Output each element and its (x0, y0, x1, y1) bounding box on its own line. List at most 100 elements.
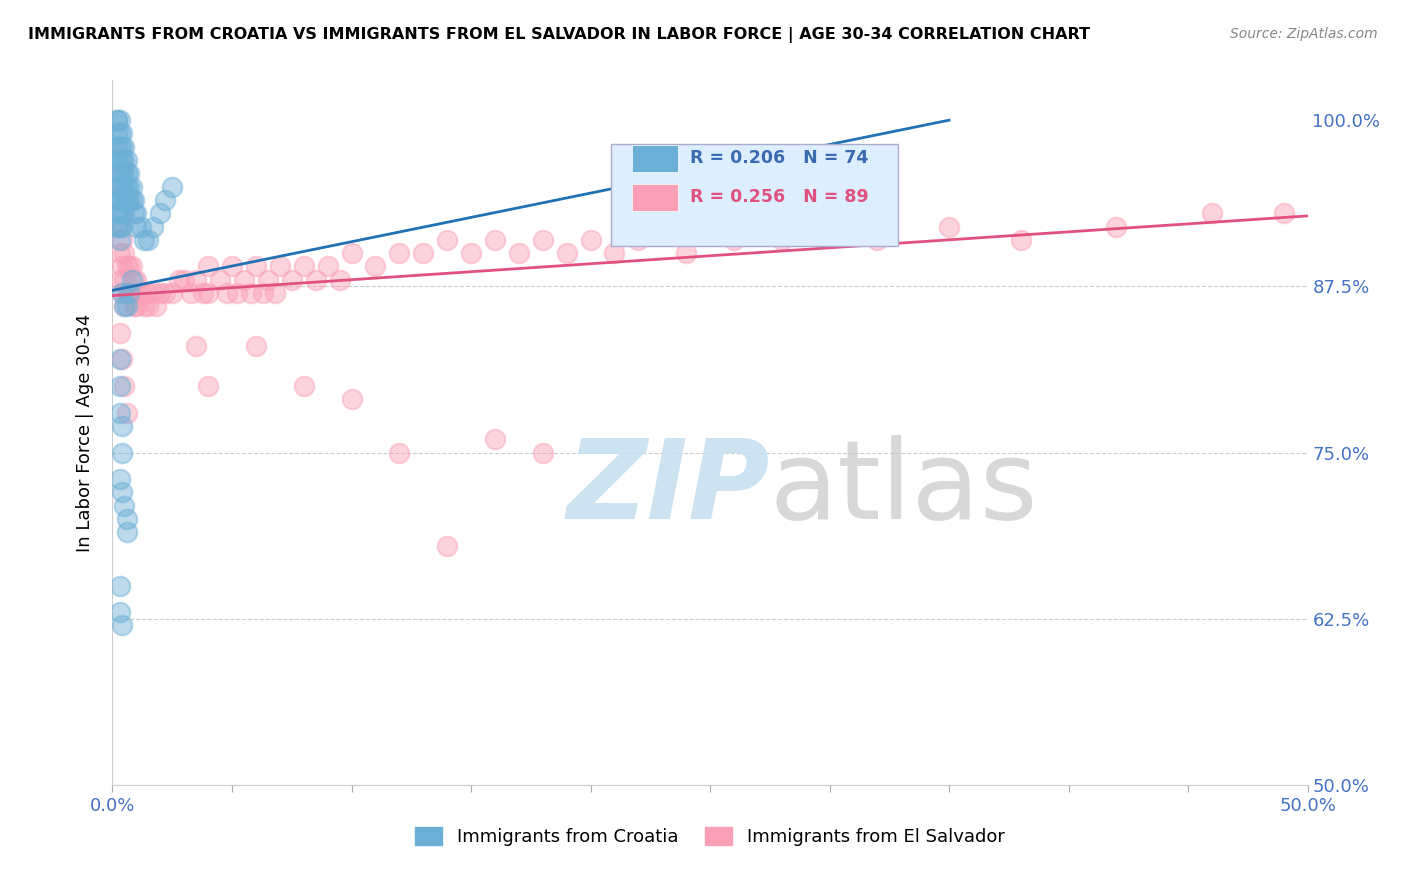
Point (108, 219, 131, 234)
Point (129, 285, 152, 300)
Point (108, 352, 131, 367)
Point (436, 539, 458, 553)
Point (118, 193, 141, 207)
Point (111, 206, 134, 220)
Point (111, 445, 134, 459)
Point (114, 299, 135, 313)
Point (118, 260, 141, 274)
Point (105, 179, 128, 194)
Point (115, 179, 138, 194)
Point (108, 179, 131, 194)
Point (388, 445, 411, 459)
Point (162, 179, 183, 194)
Point (169, 273, 191, 287)
Point (340, 246, 363, 260)
Point (121, 179, 143, 194)
Point (105, 166, 128, 180)
Point (269, 260, 291, 274)
Point (153, 285, 176, 300)
Point (122, 193, 145, 207)
Point (125, 206, 148, 220)
Point (579, 233, 602, 247)
Point (111, 260, 134, 274)
Point (108, 206, 131, 220)
Point (111, 618, 134, 632)
Point (121, 193, 143, 207)
Point (108, 153, 131, 167)
Point (388, 246, 411, 260)
Point (108, 472, 131, 486)
Point (114, 246, 135, 260)
Point (128, 285, 150, 300)
Point (149, 285, 172, 300)
Text: R = 0.256   N = 89: R = 0.256 N = 89 (690, 188, 869, 206)
Point (1201, 206, 1223, 220)
Point (111, 140, 134, 154)
Point (264, 285, 287, 300)
Point (329, 273, 352, 287)
Point (138, 299, 160, 313)
Point (114, 193, 135, 207)
Point (135, 285, 157, 300)
Point (436, 233, 458, 247)
Point (193, 285, 215, 300)
Point (118, 285, 141, 300)
Point (111, 419, 134, 434)
Point (1105, 219, 1128, 234)
Point (111, 193, 134, 207)
Point (257, 273, 280, 287)
Point (233, 273, 256, 287)
Point (603, 246, 626, 260)
Point (105, 127, 128, 141)
Point (770, 233, 793, 247)
Point (245, 339, 267, 353)
Point (938, 219, 960, 234)
Point (118, 179, 141, 194)
Point (508, 246, 530, 260)
Point (114, 206, 135, 220)
Point (142, 219, 165, 234)
Point (484, 233, 506, 247)
Point (217, 285, 239, 300)
Point (484, 432, 506, 446)
Point (111, 285, 134, 300)
Point (114, 140, 135, 154)
Point (108, 127, 131, 141)
Point (627, 233, 650, 247)
Point (114, 299, 135, 313)
Point (105, 140, 128, 154)
Point (105, 219, 128, 234)
Point (108, 246, 131, 260)
Point (108, 273, 131, 287)
Point (115, 166, 138, 180)
Point (197, 379, 219, 393)
Point (114, 179, 135, 194)
Point (114, 499, 135, 513)
Point (118, 285, 141, 300)
Point (723, 233, 745, 247)
Point (1272, 206, 1295, 220)
Text: R = 0.206   N = 74: R = 0.206 N = 74 (690, 149, 868, 167)
Point (114, 273, 135, 287)
Point (225, 285, 247, 300)
Point (114, 166, 135, 180)
Point (108, 219, 131, 234)
Point (460, 246, 482, 260)
Point (129, 219, 152, 234)
Point (305, 273, 328, 287)
Point (108, 326, 131, 340)
Point (122, 299, 145, 313)
Point (555, 246, 578, 260)
Point (111, 285, 134, 300)
Point (111, 166, 134, 180)
Point (121, 260, 143, 274)
Point (111, 179, 134, 194)
Point (108, 140, 131, 154)
FancyBboxPatch shape (610, 144, 897, 246)
FancyBboxPatch shape (633, 145, 678, 172)
Point (252, 285, 274, 300)
Point (531, 445, 554, 459)
Point (149, 206, 172, 220)
FancyBboxPatch shape (633, 184, 678, 211)
Point (364, 260, 387, 274)
